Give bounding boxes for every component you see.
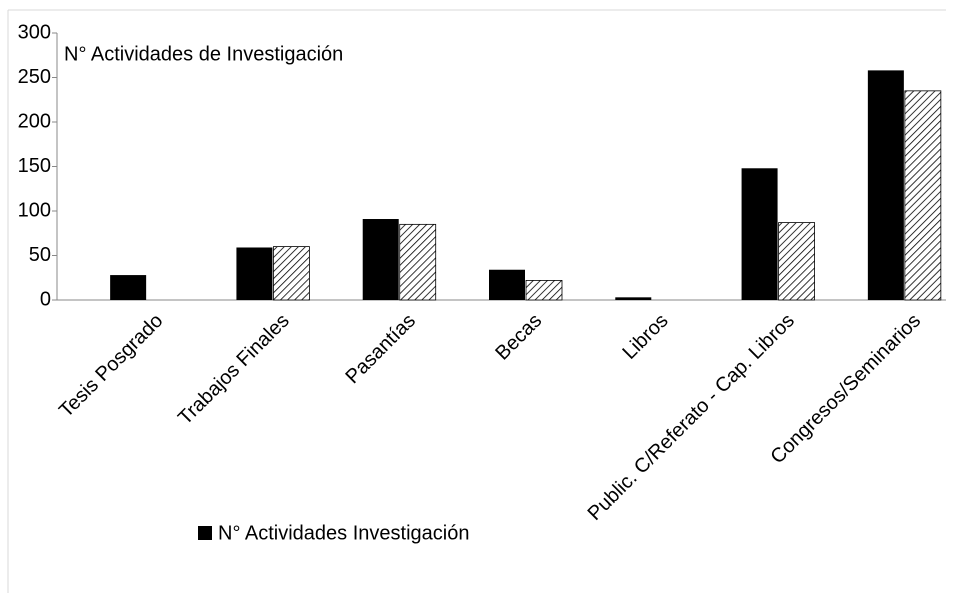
y-tick-label: 0 xyxy=(40,288,51,310)
bar xyxy=(904,90,942,301)
legend-label: N° Actividades Investigación xyxy=(218,522,469,544)
bar xyxy=(778,222,815,301)
bar xyxy=(525,280,563,301)
legend-swatch xyxy=(198,526,212,540)
bar xyxy=(362,219,399,300)
x-tick-label: Tesis Posgrado xyxy=(55,310,167,422)
frame xyxy=(7,9,946,593)
bar xyxy=(399,223,437,301)
y-tick-label: 250 xyxy=(18,66,51,88)
y-tick-label: 200 xyxy=(18,110,51,132)
x-tick-label: Trabajos Finales xyxy=(174,310,294,430)
y-tick-label: 150 xyxy=(18,155,51,177)
x-tick-label: Libros xyxy=(618,310,672,364)
bar xyxy=(489,269,525,300)
x-tick-label: Pasantías xyxy=(342,310,420,388)
chart-title: N° Actividades de Investigación xyxy=(64,43,343,65)
x-tick-label: Becas xyxy=(491,310,546,365)
bar xyxy=(236,247,273,300)
bar xyxy=(615,297,652,300)
bar xyxy=(110,275,147,300)
y-tick-label: 100 xyxy=(18,199,51,221)
x-tick-label: Public. C/Referato - Cap. Libros xyxy=(584,310,799,525)
y-tick-label: 50 xyxy=(29,244,51,266)
bar xyxy=(867,70,904,300)
bar xyxy=(741,168,778,300)
y-tick-label: 300 xyxy=(18,21,51,43)
bar xyxy=(273,246,310,301)
